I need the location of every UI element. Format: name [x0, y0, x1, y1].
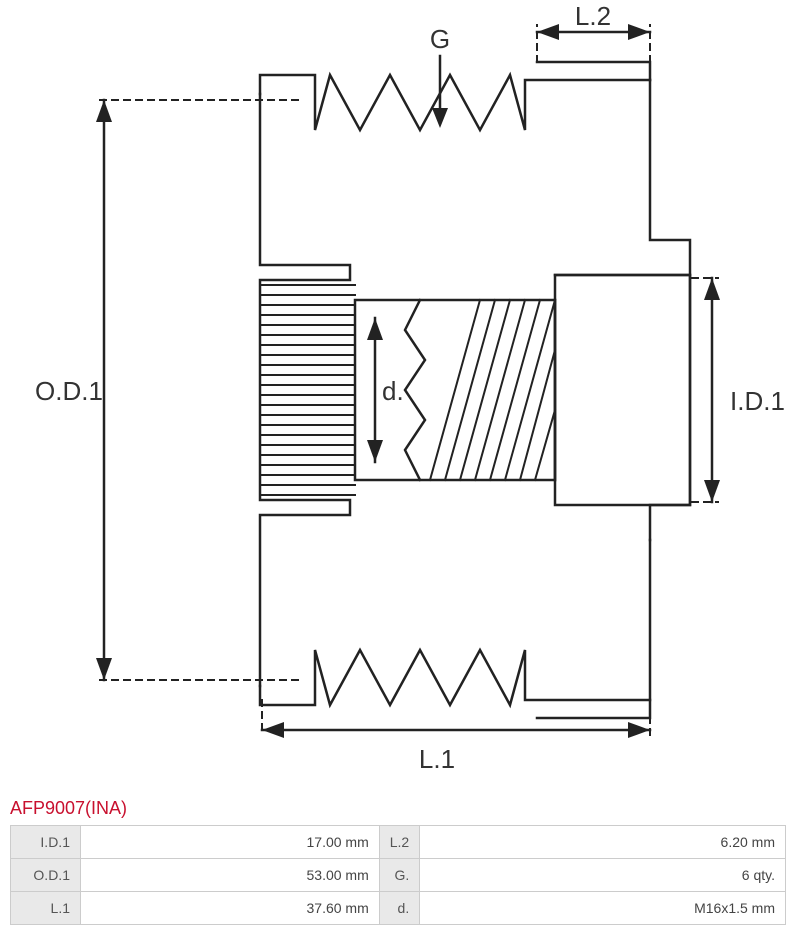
spec-value: 6.20 mm	[420, 826, 786, 859]
spec-value: 6 qty.	[420, 859, 786, 892]
spec-key: I.D.1	[11, 826, 81, 859]
label-l2: L.2	[575, 1, 611, 31]
label-l1: L.1	[419, 744, 455, 774]
spec-key: L.2	[379, 826, 419, 859]
label-id1: I.D.1	[730, 386, 785, 416]
table-row: O.D.1 53.00 mm G. 6 qty.	[11, 859, 786, 892]
label-d: d.	[382, 376, 404, 406]
spec-key: O.D.1	[11, 859, 81, 892]
spec-key: G.	[379, 859, 419, 892]
table-row: I.D.1 17.00 mm L.2 6.20 mm	[11, 826, 786, 859]
spec-table: I.D.1 17.00 mm L.2 6.20 mm O.D.1 53.00 m…	[10, 825, 786, 925]
table-row: L.1 37.60 mm d. M16x1.5 mm	[11, 892, 786, 925]
diagram-svg: O.D.1 I.D.1 d. L.1 L.2 G	[0, 0, 796, 790]
technical-diagram: O.D.1 I.D.1 d. L.1 L.2 G	[0, 0, 796, 790]
spec-value: 37.60 mm	[81, 892, 380, 925]
label-g: G	[430, 24, 450, 54]
label-od1: O.D.1	[35, 376, 103, 406]
spec-key: d.	[379, 892, 419, 925]
spec-value: M16x1.5 mm	[420, 892, 786, 925]
spec-key: L.1	[11, 892, 81, 925]
spec-value: 53.00 mm	[81, 859, 380, 892]
spec-value: 17.00 mm	[81, 826, 380, 859]
part-title: AFP9007(INA)	[0, 790, 796, 825]
